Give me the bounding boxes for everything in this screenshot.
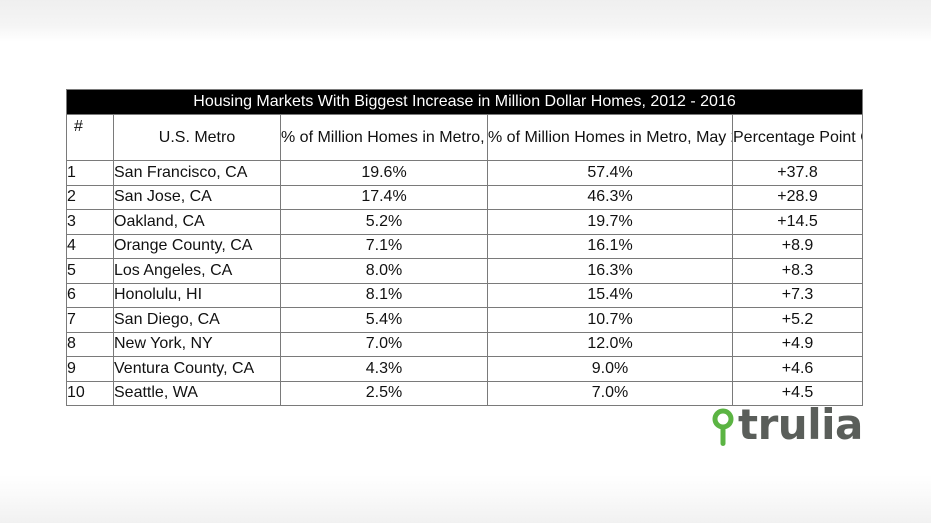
pct-2016-cell: 46.3% [487,184,733,210]
pct-2012-cell: 8.0% [280,258,488,284]
metro-cell: San Diego, CA [113,307,281,333]
change-cell: +4.9 [731,331,864,357]
pct-2012-cell: 17.4% [280,184,488,210]
pct-2016-cell: 16.3% [487,258,733,284]
pct-2016-cell: 10.7% [487,307,733,333]
pct-2016-cell: 15.4% [487,282,733,308]
table-row: 8 New York, NY 7.0% 12.0% +4.9 [66,331,864,357]
pct-2012-cell: 7.1% [280,233,488,259]
pct-2012-cell: 7.0% [280,331,488,357]
table-row: 3 Oakland, CA 5.2% 19.7% +14.5 [66,209,864,235]
trulia-logo: trulia [712,400,863,454]
rank-cell: 1 [66,160,114,186]
pct-2016-cell: 7.0% [487,380,733,406]
header-rank: # [66,114,114,161]
pct-2012-cell: 8.1% [280,282,488,308]
table-row: 7 San Diego, CA 5.4% 10.7% +5.2 [66,307,864,333]
change-cell: +8.3 [731,258,864,284]
rank-cell: 9 [66,356,114,382]
table-row: 1 San Francisco, CA 19.6% 57.4% +37.8 [66,160,864,186]
metro-cell: Los Angeles, CA [113,258,281,284]
metro-cell: San Jose, CA [113,184,281,210]
rank-cell: 6 [66,282,114,308]
map-pin-icon [712,408,734,446]
pct-2012-cell: 19.6% [280,160,488,186]
top-fade [0,0,931,42]
change-cell: +37.8 [731,160,864,186]
pct-2016-cell: 12.0% [487,331,733,357]
header-2016: % of Million Homes in Metro, May 2016 [487,114,733,161]
housing-table: Housing Markets With Biggest Increase in… [65,89,864,406]
pct-2012-cell: 5.2% [280,209,488,235]
header-metro: U.S. Metro [113,114,281,161]
logo-text: trulia [738,400,863,449]
header-2012: % of Million Homes in Metro, May 2012 [280,114,488,161]
rank-cell: 2 [66,184,114,210]
table-row: 2 San Jose, CA 17.4% 46.3% +28.9 [66,184,864,210]
pct-2012-cell: 5.4% [280,307,488,333]
metro-cell: Seattle, WA [113,380,281,406]
table-row: 9 Ventura County, CA 4.3% 9.0% +4.6 [66,356,864,382]
change-cell: +4.5 [731,380,864,406]
pct-2016-cell: 16.1% [487,233,733,259]
rank-cell: 7 [66,307,114,333]
change-cell: +8.9 [731,233,864,259]
metro-cell: Ventura County, CA [113,356,281,382]
rank-cell: 5 [66,258,114,284]
change-cell: +4.6 [731,356,864,382]
table-row: 4 Orange County, CA 7.1% 16.1% +8.9 [66,233,864,259]
pct-2012-cell: 4.3% [280,356,488,382]
table-row: 10 Seattle, WA 2.5% 7.0% +4.5 [66,380,864,406]
table-row: 5 Los Angeles, CA 8.0% 16.3% +8.3 [66,258,864,284]
change-cell: +5.2 [731,307,864,333]
change-cell: +28.9 [731,184,864,210]
metro-cell: Orange County, CA [113,233,281,259]
rank-cell: 8 [66,331,114,357]
pct-2016-cell: 57.4% [487,160,733,186]
metro-cell: Honolulu, HI [113,282,281,308]
change-cell: +7.3 [731,282,864,308]
rank-cell: 4 [66,233,114,259]
bottom-fade [0,475,931,523]
pct-2012-cell: 2.5% [280,380,488,406]
pct-2016-cell: 19.7% [487,209,733,235]
rank-cell: 3 [66,209,114,235]
header-change: Percentage Point Change [731,114,864,161]
table-title: Housing Markets With Biggest Increase in… [65,89,864,115]
rank-cell: 10 [66,380,114,406]
change-cell: +14.5 [731,209,864,235]
metro-cell: San Francisco, CA [113,160,281,186]
metro-cell: Oakland, CA [113,209,281,235]
table-row: 6 Honolulu, HI 8.1% 15.4% +7.3 [66,282,864,308]
metro-cell: New York, NY [113,331,281,357]
pct-2016-cell: 9.0% [487,356,733,382]
